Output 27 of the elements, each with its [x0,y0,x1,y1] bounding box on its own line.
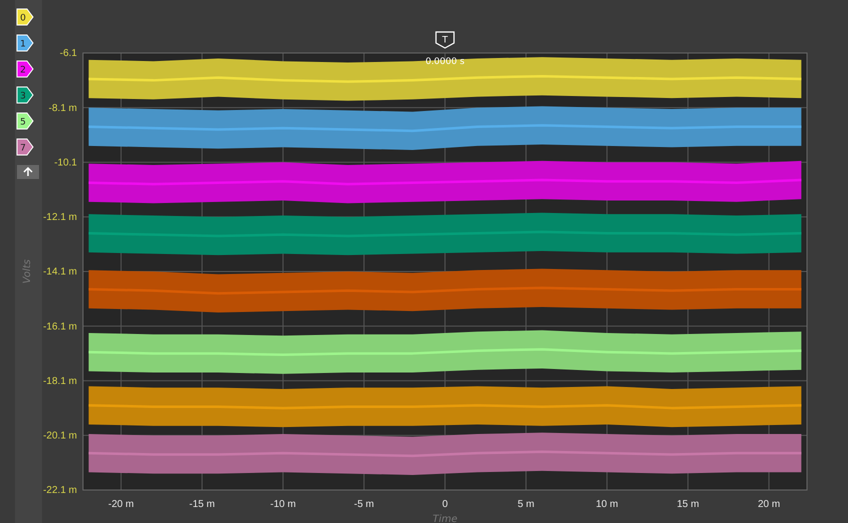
y-tick-label: -10.1 [54,157,78,168]
text: 5 [20,118,26,128]
text: T [441,36,448,46]
x-tick-label: 5 m [518,499,534,510]
x-tick-label: 20 m [758,499,780,510]
text: 2 [20,66,26,76]
y-tick-label: -18.1 m [43,376,77,387]
x-tick-label: 0 [442,499,448,510]
x-tick-label: -20 m [108,499,134,510]
x-tick-label: -15 m [189,499,215,510]
x-tick-label: 10 m [596,499,618,510]
y-tick-label: -8.1 m [48,102,77,114]
x-tick-label: -10 m [270,499,296,510]
y-tick-label: -16.1 m [43,321,77,332]
x-axis-title: Time [432,514,458,523]
y-tick-label: -12.1 m [43,212,77,224]
y-tick-label: -6.1 [60,48,78,60]
text: 7 [20,144,26,154]
text: 3 [20,92,26,102]
annotation: 0.0000 s [425,57,465,67]
x-tick-label: 15 m [676,499,700,510]
y-tick-label: -14.1 m [43,266,77,278]
x-tick-label: -5 m [354,499,374,510]
text: 1 [20,40,26,50]
text: 0 [20,14,26,24]
y-tick-label: -22.1 m [43,485,77,496]
y-tick-label: -20.1 m [43,430,77,442]
